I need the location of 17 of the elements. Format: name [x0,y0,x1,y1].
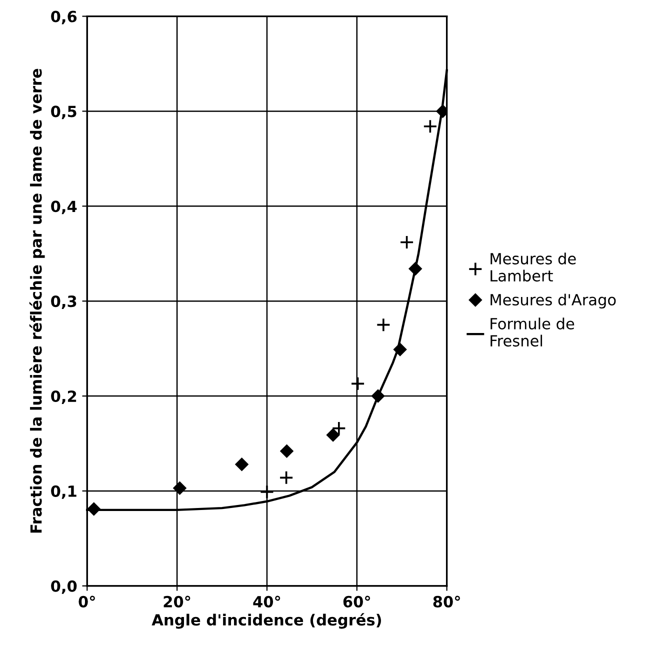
y-tick-label: 0,6 [51,10,77,24]
x-tick-label: 40° [253,596,280,608]
y-tick-label: 0,3 [51,296,76,310]
x-tick-label: 60° [343,596,370,608]
y-tick-label: 0,0 [51,580,77,594]
y-axis-title: Fraction de la lumière réfléchie par une lame de verre [29,68,45,533]
y-tick-label: 0,1 [51,485,76,499]
legend-label: Mesures de Lambert [490,252,576,282]
x-tick-label: 20° [164,596,190,608]
x-tick-label: 0° [78,596,95,608]
y-tick-label: 0,4 [51,200,77,214]
y-tick-label: 0,2 [51,390,76,404]
y-tick-label: 0,5 [51,106,76,120]
x-tick-label: 80° [433,596,460,608]
legend-label: Mesures d'Arago [490,294,616,308]
x-axis-title: Angle d'incidence (degrés) [152,613,381,629]
legend-label: Formule de Fresnel [490,318,574,347]
